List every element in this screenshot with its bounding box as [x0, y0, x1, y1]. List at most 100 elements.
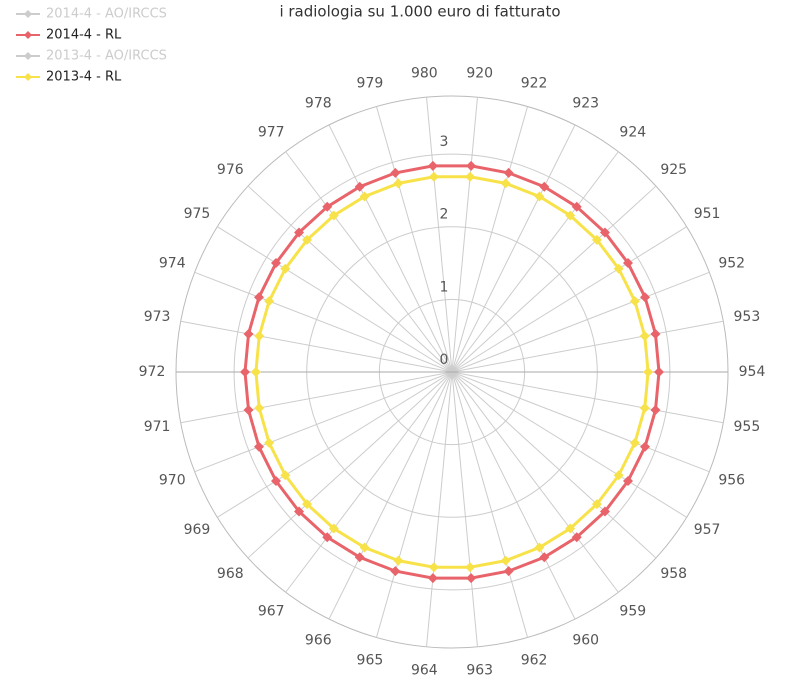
legend-marker: [24, 10, 32, 18]
marker: [565, 210, 576, 221]
legend-marker: [24, 73, 32, 81]
marker: [322, 532, 333, 543]
category-label: 971: [144, 419, 171, 435]
marker: [650, 405, 661, 416]
spoke: [451, 371, 576, 620]
marker: [599, 506, 610, 517]
spoke: [180, 371, 453, 424]
category-label: 977: [258, 125, 285, 141]
marker: [654, 367, 664, 377]
marker: [500, 178, 511, 189]
marker: [390, 566, 401, 577]
marker: [599, 227, 610, 238]
category-label: 963: [466, 663, 493, 679]
spoke: [426, 371, 453, 647]
spoke: [451, 106, 529, 373]
marker: [571, 201, 582, 212]
marker: [639, 330, 650, 341]
marker: [393, 178, 404, 189]
marker: [250, 367, 261, 377]
category-label: 978: [305, 95, 332, 111]
spoke: [451, 371, 478, 647]
marker: [622, 475, 633, 486]
legend[interactable]: 2014-4 - AO/IRCCS 2014-4 - RL 2013-4 - AO/…: [16, 7, 167, 85]
spoke: [180, 320, 453, 373]
spoke: [451, 371, 724, 424]
spoke: [451, 97, 478, 373]
spoke: [451, 371, 619, 593]
marker: [302, 499, 313, 510]
marker: [500, 555, 511, 566]
marker: [539, 181, 550, 192]
legend-label[interactable]: 2013-4 - AO/IRCCS: [46, 49, 167, 64]
marker: [650, 328, 661, 339]
spoke: [451, 371, 657, 559]
marker: [271, 258, 282, 269]
legend-label[interactable]: 2014-4 - AO/IRCCS: [46, 7, 167, 22]
marker: [613, 263, 624, 274]
spoke: [451, 371, 529, 638]
category-label: 924: [619, 125, 646, 141]
marker: [534, 542, 545, 553]
marker: [243, 405, 254, 416]
category-label: 980: [411, 65, 438, 81]
marker: [254, 403, 265, 414]
legend-label[interactable]: 2013-4 - RL: [46, 70, 122, 85]
y-tick-label: 0: [440, 352, 449, 368]
marker: [622, 258, 633, 269]
marker: [629, 296, 640, 307]
marker: [240, 367, 250, 377]
plot: 920 922 923 924 925 951 952 953 954 955 956 957 958 9…: [139, 65, 766, 678]
spoke: [328, 371, 453, 620]
marker: [253, 441, 264, 452]
marker: [322, 201, 333, 212]
category-label: 922: [521, 75, 548, 91]
category-label: 962: [521, 653, 548, 669]
category-label: 973: [144, 309, 171, 325]
legend-label[interactable]: 2014-4 - RL: [46, 28, 122, 43]
marker: [539, 552, 550, 563]
marker: [354, 552, 365, 563]
y-tick-label: 3: [440, 134, 449, 150]
category-label: 972: [139, 364, 166, 380]
marker: [427, 160, 438, 171]
category-label: 965: [357, 653, 384, 669]
marker: [565, 523, 576, 534]
spoke: [285, 371, 453, 593]
category-label: 954: [739, 364, 766, 380]
category-label: 951: [694, 206, 721, 222]
spoke: [426, 97, 453, 373]
category-label: 960: [572, 633, 599, 649]
category-label: 923: [572, 95, 599, 111]
spoke: [375, 106, 453, 373]
spoke: [375, 371, 453, 638]
spoke: [451, 371, 687, 518]
spoke: [328, 124, 453, 373]
legend-marker: [24, 52, 32, 60]
category-label: 970: [159, 472, 186, 488]
category-label: 957: [694, 522, 721, 538]
marker: [328, 523, 339, 534]
spoke: [451, 271, 710, 373]
marker: [243, 328, 254, 339]
marker: [254, 330, 265, 341]
spoke: [217, 371, 453, 518]
marker: [534, 191, 545, 202]
category-label: 955: [734, 419, 761, 435]
category-label: 969: [184, 522, 211, 538]
category-label: 974: [159, 256, 186, 272]
spoke: [194, 371, 453, 473]
category-label: 956: [718, 472, 745, 488]
marker: [271, 475, 282, 486]
marker: [280, 470, 291, 481]
spoke: [451, 226, 687, 373]
marker: [427, 573, 438, 584]
category-label: 975: [184, 206, 211, 222]
category-label: 959: [619, 603, 646, 619]
category-label: 966: [305, 633, 332, 649]
category-label: 952: [718, 256, 745, 272]
spoke: [247, 371, 453, 559]
marker: [591, 234, 602, 245]
y-tick-label: 2: [440, 207, 449, 223]
marker: [465, 171, 476, 182]
